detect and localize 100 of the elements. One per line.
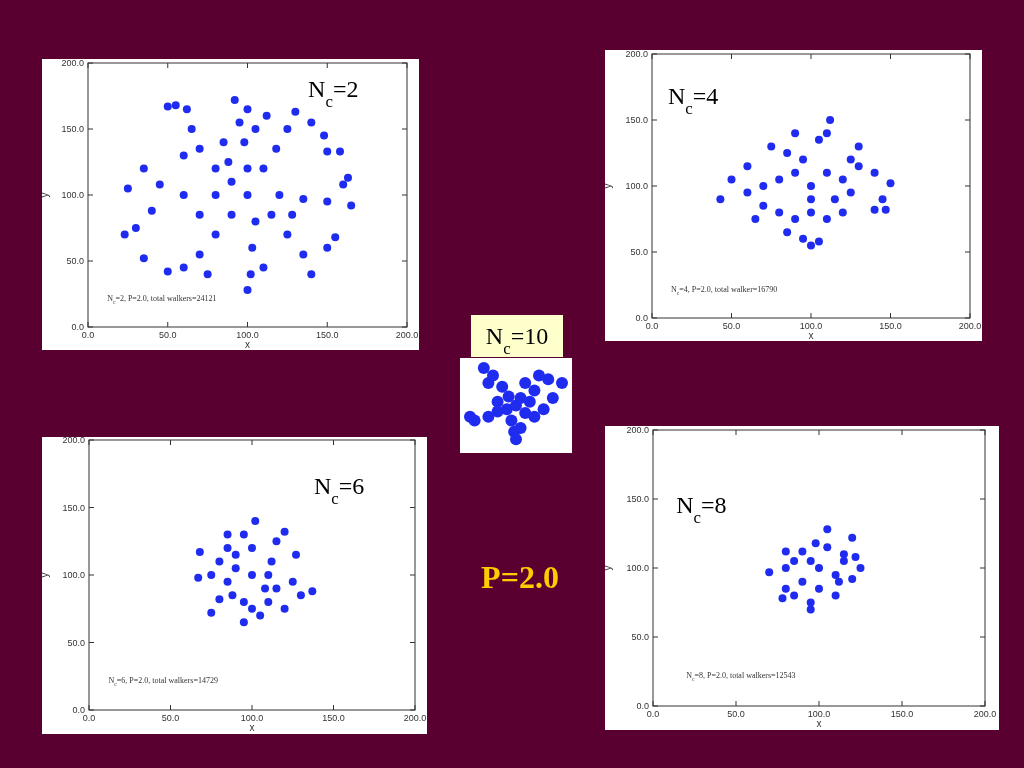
x-tick-label: 50.0 <box>727 709 745 719</box>
point <box>783 228 792 237</box>
point <box>781 547 790 556</box>
point <box>239 618 248 627</box>
point <box>308 587 317 596</box>
point <box>775 175 784 184</box>
point <box>139 164 148 173</box>
point <box>248 571 256 579</box>
point <box>239 530 248 539</box>
point <box>807 241 815 250</box>
point <box>275 191 284 199</box>
y-axis-title: y <box>39 572 50 578</box>
y-tick-label: 50.0 <box>67 637 85 648</box>
annotation: N$_{c}$=4, P=2.0, total walker=16790 <box>671 284 778 296</box>
y-tick-label: 200.0 <box>626 425 649 435</box>
point <box>182 105 191 114</box>
point <box>223 577 232 586</box>
point <box>826 116 835 124</box>
point <box>195 210 204 219</box>
point <box>851 552 860 561</box>
point <box>243 191 252 199</box>
point <box>848 575 857 584</box>
y-tick-label: 200.0 <box>625 49 648 59</box>
point <box>831 570 840 579</box>
point <box>783 149 792 157</box>
point <box>299 250 308 259</box>
y-tick-label: 50.0 <box>66 256 84 266</box>
x-axis-title: x <box>816 718 822 729</box>
point <box>227 177 236 186</box>
point <box>264 598 273 606</box>
point <box>807 195 815 204</box>
point <box>256 611 265 620</box>
point <box>331 233 340 242</box>
y-tick-label: 200.0 <box>62 435 85 445</box>
point <box>243 286 252 295</box>
point <box>807 208 815 217</box>
x-axis-title: x <box>249 722 255 733</box>
point <box>224 158 233 166</box>
x-tick-label: 0.0 <box>82 713 96 723</box>
text: N$_{c}$=2 <box>308 76 359 111</box>
point <box>831 591 840 600</box>
point <box>806 605 815 614</box>
point <box>131 224 140 232</box>
point <box>781 564 790 572</box>
point <box>283 125 292 133</box>
point <box>246 270 255 279</box>
point <box>291 107 300 116</box>
point <box>251 517 260 525</box>
x-tick-label: 100.0 <box>807 709 831 719</box>
point <box>846 188 855 197</box>
point <box>759 201 768 210</box>
point <box>280 604 289 613</box>
point <box>203 270 212 279</box>
x-tick-label: 0.0 <box>81 330 95 340</box>
point <box>207 571 216 579</box>
point <box>743 188 752 197</box>
point <box>215 557 224 566</box>
point <box>823 543 832 552</box>
point <box>267 557 276 566</box>
point <box>272 144 281 153</box>
point <box>292 550 301 559</box>
point <box>179 151 188 160</box>
point <box>765 568 774 577</box>
point <box>259 164 268 173</box>
point <box>791 168 800 177</box>
point <box>775 208 784 217</box>
point <box>806 598 815 607</box>
point <box>848 533 857 542</box>
point <box>886 179 895 188</box>
point <box>219 138 228 147</box>
point <box>790 557 799 566</box>
point <box>790 591 799 600</box>
point <box>323 147 332 156</box>
point <box>336 147 345 156</box>
point <box>179 263 188 272</box>
point <box>123 184 132 193</box>
point <box>791 129 800 138</box>
x-tick-label: 100.0 <box>240 713 264 723</box>
point <box>822 215 831 223</box>
y-tick-label: 100.0 <box>61 190 84 200</box>
point <box>806 557 815 566</box>
point <box>248 243 257 252</box>
point <box>251 125 260 133</box>
point <box>264 571 273 579</box>
point <box>759 182 768 190</box>
x-tick-label: 200.0 <box>395 330 419 340</box>
point <box>811 539 820 548</box>
annotation: N$_{c}$=8, P=2.0, total walkers=12543 <box>686 671 796 683</box>
point <box>211 191 220 199</box>
point <box>248 604 256 613</box>
point <box>288 577 297 586</box>
point <box>323 243 332 252</box>
point <box>822 168 831 177</box>
point <box>231 550 240 559</box>
x-tick-label: 200.0 <box>403 713 427 723</box>
point <box>299 194 308 203</box>
point <box>815 584 823 593</box>
point <box>881 205 890 214</box>
x-axis-title: x <box>245 339 250 350</box>
y-tick-label: 150.0 <box>62 502 85 513</box>
